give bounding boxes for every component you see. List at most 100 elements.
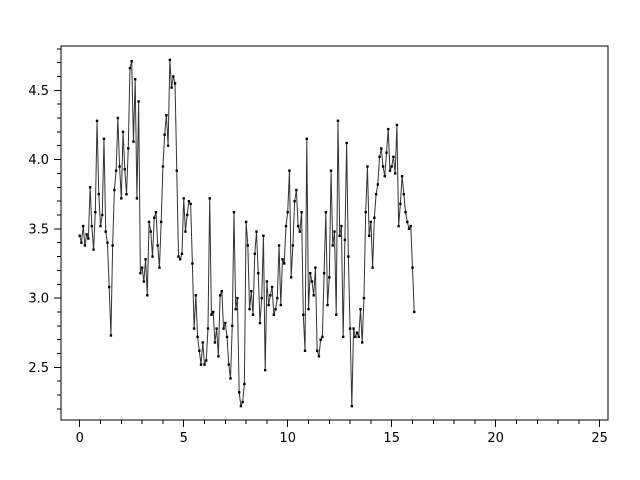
data-point-marker (260, 296, 263, 300)
data-point-marker (211, 310, 215, 314)
data-point-marker (101, 213, 104, 217)
data-point-marker (350, 404, 354, 408)
y-tick-label: 4.5 (28, 84, 49, 99)
data-point-marker (198, 349, 201, 352)
data-point-marker (225, 335, 229, 339)
data-point-marker (146, 294, 149, 297)
data-point-marker (270, 285, 274, 289)
data-point-marker (113, 188, 116, 192)
data-point-marker (234, 307, 237, 311)
data-point-marker (208, 197, 211, 200)
data-point-marker (393, 172, 397, 175)
data-point-marker (99, 224, 102, 228)
data-point-marker (123, 168, 126, 171)
x-tick-label: 0 (76, 431, 84, 446)
data-point-marker (331, 244, 334, 247)
y-tick-label: 4.0 (28, 153, 49, 168)
data-point-marker (289, 276, 293, 279)
data-point-marker (248, 307, 251, 311)
data-point-marker (184, 230, 187, 233)
data-point-marker (194, 294, 198, 297)
data-point-marker (347, 255, 350, 258)
data-point-marker (142, 280, 146, 283)
data-point-marker (326, 303, 329, 307)
data-point-marker (120, 197, 123, 200)
data-point-marker (236, 296, 239, 300)
data-point-marker (402, 193, 406, 196)
data-point-marker (263, 368, 267, 372)
data-point-marker (371, 266, 374, 269)
data-point-marker (355, 331, 359, 334)
data-point-marker (232, 211, 236, 214)
data-point-marker (210, 313, 213, 316)
data-point-marker (215, 327, 218, 330)
data-point-marker (286, 211, 289, 214)
data-point-marker (378, 155, 381, 159)
data-point-marker (309, 271, 312, 275)
data-point-marker (284, 224, 288, 228)
data-point-marker (335, 313, 338, 316)
data-point-marker (153, 216, 156, 219)
data-point-marker (407, 227, 411, 231)
data-point-marker (397, 224, 400, 228)
data-point-marker (366, 165, 369, 168)
data-point-marker (340, 224, 343, 228)
data-point-marker (205, 359, 208, 362)
y-axis-tick-labels: 2.5 3.0 3.5 4.0 4.5 (28, 84, 49, 376)
data-point-marker (343, 238, 347, 242)
data-point-marker (147, 220, 151, 224)
data-point-marker (328, 276, 331, 279)
data-point-marker (83, 244, 87, 247)
data-point-marker (305, 137, 308, 141)
data-point-marker (329, 169, 333, 172)
data-point-marker (300, 211, 303, 214)
data-point-marker (336, 119, 340, 122)
data-point-marker (104, 230, 107, 233)
data-point-marker (159, 220, 163, 224)
data-point-marker (295, 188, 298, 192)
data-point-marker (132, 140, 135, 143)
data-point-marker (125, 193, 128, 196)
data-point-marker (276, 296, 279, 300)
data-point-marker (133, 78, 137, 81)
data-point-marker (94, 211, 97, 214)
data-point-marker (267, 303, 270, 307)
data-point-marker (250, 289, 253, 293)
data-point-marker (341, 335, 345, 339)
data-point-marker (140, 266, 144, 269)
data-point-marker (373, 216, 376, 219)
data-point-marker (258, 321, 262, 325)
data-point-marker (345, 141, 348, 145)
data-point-marker (81, 224, 85, 228)
data-point-marker (390, 165, 393, 168)
x-axis-ticks (79, 420, 601, 427)
data-point-marker (239, 404, 243, 408)
data-point-marker (338, 234, 341, 237)
data-point-marker (161, 165, 165, 168)
data-point-marker (179, 258, 182, 261)
data-point-marker (154, 211, 158, 214)
data-point-marker (354, 335, 357, 339)
x-tick-label: 25 (591, 431, 608, 446)
data-point-marker (359, 307, 362, 311)
x-axis-tick-labels: 0 5 10 15 20 25 (76, 431, 608, 446)
data-point-marker (177, 255, 180, 258)
data-point-marker (156, 244, 159, 247)
data-point-marker (229, 377, 232, 380)
data-point-marker (413, 310, 416, 314)
data-point-marker (116, 116, 120, 120)
data-point-marker (95, 119, 99, 122)
data-point-marker (288, 169, 291, 172)
data-point-marker (128, 66, 132, 70)
data-point-marker (111, 244, 114, 247)
plot-frame (60, 45, 609, 421)
data-point-marker (102, 137, 106, 141)
data-point-marker (173, 82, 177, 85)
data-point-marker (364, 211, 367, 214)
data-point-marker (298, 230, 302, 233)
data-point-marker (411, 266, 414, 269)
data-point-marker (315, 349, 319, 352)
y-axis-ticks (54, 48, 61, 410)
data-point-marker (80, 241, 83, 244)
data-point-marker (374, 193, 378, 196)
